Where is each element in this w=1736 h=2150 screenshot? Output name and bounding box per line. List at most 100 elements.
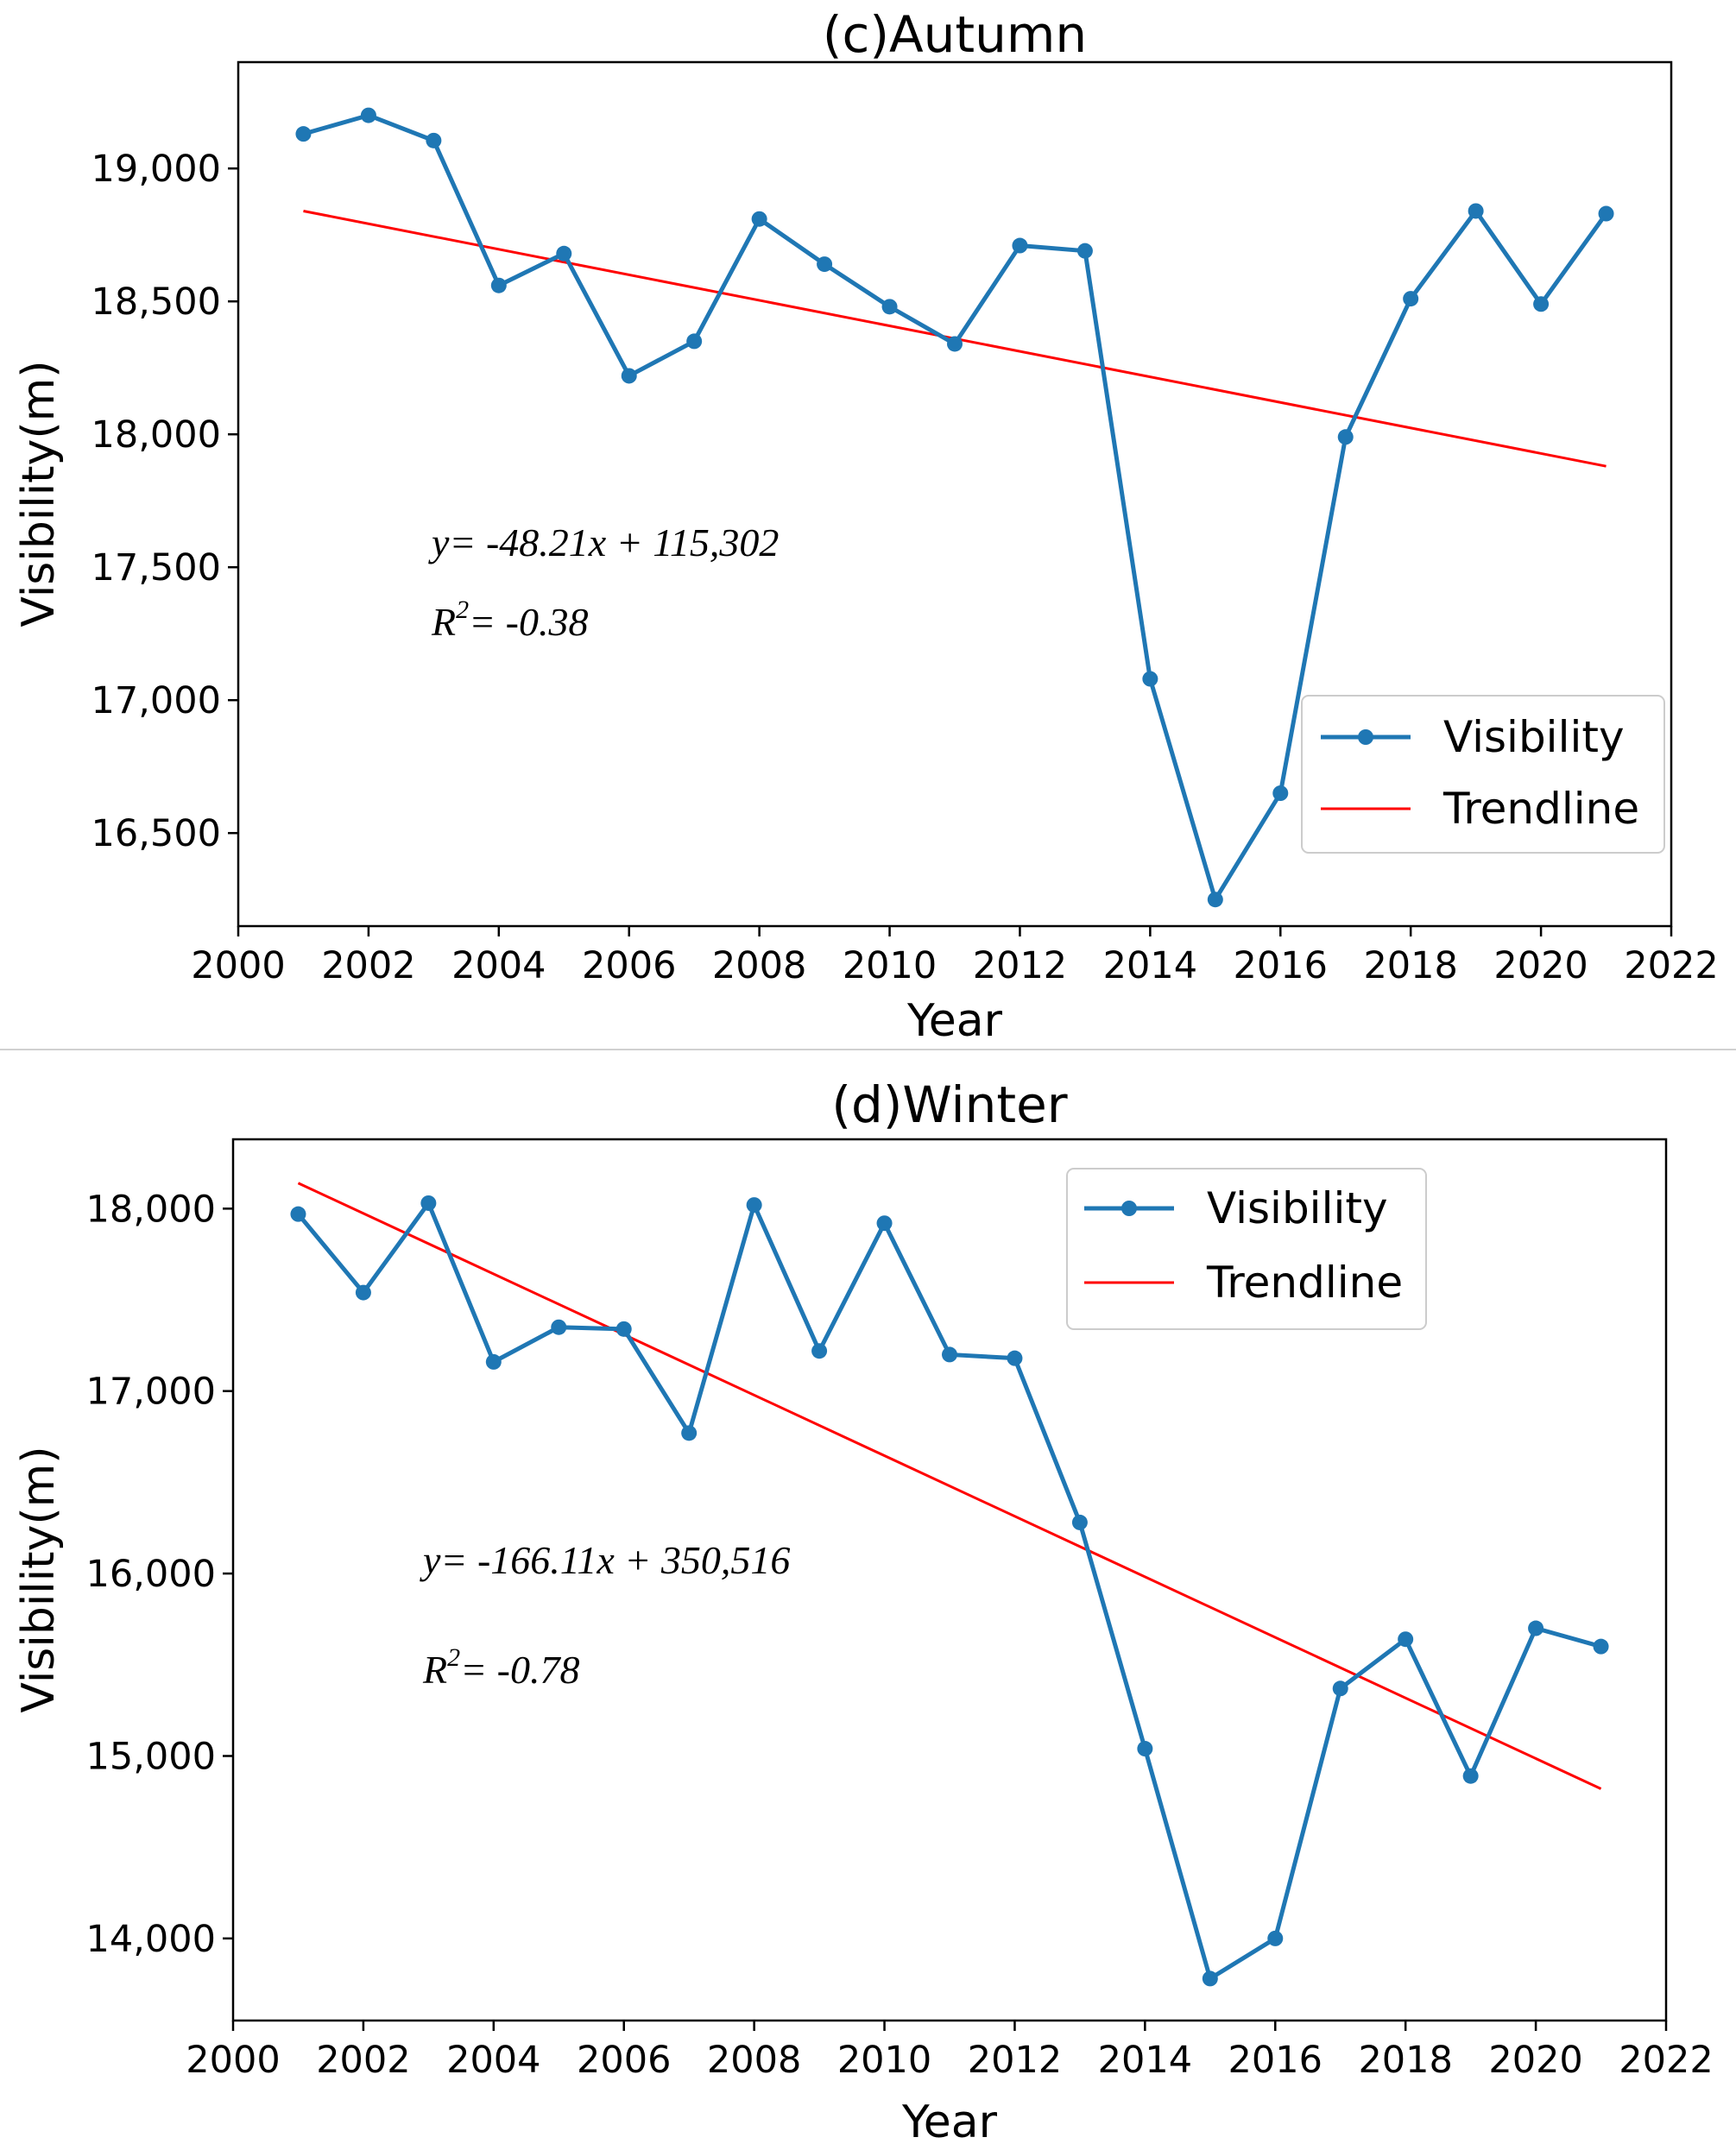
legend-visibility-label: Visibility: [1207, 1183, 1388, 1233]
trend-equation: y= -48.21x + 115,302: [428, 520, 779, 564]
winter-chart-panel: (d)Winter 2000 2002 2004 2006 2008 2010 2012 20…: [13, 1075, 1714, 2148]
y-axis-label: Visibility(m): [13, 1446, 65, 1712]
visibility-data-point: [1598, 205, 1614, 222]
visibility-data-point: [1593, 1638, 1609, 1655]
visibility-data-point: [686, 333, 703, 350]
x-tick-label: 2002: [316, 2039, 410, 2082]
visibility-data-point: [420, 1195, 437, 1211]
visibility-data-point: [1071, 1514, 1088, 1530]
trend-equation: y= -166.11x + 350,516: [420, 1538, 790, 1582]
visibility-data-point: [355, 1284, 371, 1301]
autumn-chart-panel: (c)Autumn 2000 2002 2004 2006 2008 2010 2012 20…: [13, 5, 1719, 1047]
x-tick-label: 2014: [1098, 2039, 1192, 2082]
visibility-data-point: [490, 277, 507, 293]
y-tick-label: 16,500: [92, 812, 221, 855]
y-tick-label: 17,500: [92, 546, 221, 590]
visibility-data-point: [1337, 429, 1354, 445]
visibility-data-point: [360, 107, 376, 123]
chart-legend: Visibility Trendline: [1066, 1168, 1427, 1330]
visibility-data-point: [1007, 1350, 1023, 1366]
visibility-data-point: [290, 1206, 306, 1222]
visibility-data-point: [881, 299, 898, 315]
y-tick-label: 17,000: [86, 1371, 216, 1414]
x-tick-label: 2006: [582, 944, 676, 987]
x-tick-label: 2018: [1363, 944, 1457, 987]
visibility-data-point: [1272, 785, 1289, 801]
x-tick-label: 2016: [1234, 944, 1328, 987]
x-tick-label: 2008: [712, 944, 806, 987]
x-tick-label: 2010: [843, 944, 937, 987]
visibility-data-point: [1332, 1680, 1348, 1697]
visibility-data-point: [947, 336, 963, 352]
visibility-data-point: [1202, 1970, 1218, 1987]
legend-trendline-label: Trendline: [1442, 784, 1639, 834]
x-tick-label: 2006: [577, 2039, 671, 2082]
x-tick-label: 2008: [707, 2039, 801, 2082]
x-tick-label: 2012: [973, 944, 1067, 987]
visibility-data-point: [556, 245, 572, 262]
visibility-data-point: [817, 256, 833, 273]
visibility-data-point: [876, 1215, 893, 1232]
visibility-data-point: [615, 1321, 632, 1337]
y-tick-label: 14,000: [86, 1918, 216, 1961]
r-squared-annotation: R2= -0.78: [422, 1643, 579, 1692]
y-tick-label: 18,000: [86, 1188, 216, 1231]
x-tick-label: 2022: [1619, 2039, 1713, 2082]
visibility-data-point: [1267, 1930, 1284, 1946]
y-tick-label: 16,000: [86, 1553, 216, 1596]
r-squared-annotation: R2= -0.38: [431, 596, 588, 644]
x-tick-label: 2000: [186, 2039, 280, 2082]
plot-frame: [231, 1138, 1668, 2022]
x-tick-label: 2018: [1358, 2039, 1452, 2082]
legend-visibility-marker: [1358, 729, 1373, 745]
visibility-data-point: [1398, 1631, 1414, 1648]
visibility-data-point: [1528, 1620, 1544, 1636]
x-tick-label: 2012: [968, 2039, 1062, 2082]
x-tick-label: 2020: [1493, 944, 1588, 987]
y-tick-label: 19,000: [92, 148, 221, 191]
visibility-data-point: [551, 1319, 567, 1335]
visibility-data-point: [1468, 203, 1484, 219]
legend-visibility-marker: [1121, 1201, 1137, 1216]
visibility-data-point: [1012, 237, 1028, 254]
visibility-data-point: [426, 132, 442, 148]
y-tick-label: 17,000: [92, 679, 221, 722]
visibility-data-point: [1207, 892, 1223, 908]
chart-title: (c)Autumn: [823, 5, 1087, 64]
x-axis-label: Year: [906, 995, 1003, 1047]
visibility-data-point: [621, 368, 637, 384]
visibility-data-point: [751, 211, 767, 227]
visibility-data-point: [1137, 1741, 1153, 1757]
visibility-data-point: [485, 1353, 502, 1370]
chart-legend: Visibility Trendline: [1301, 695, 1665, 854]
legend-visibility-label: Visibility: [1443, 712, 1625, 762]
x-tick-label: 2004: [446, 2039, 540, 2082]
x-axis-label: Year: [901, 2096, 998, 2148]
visibility-data-point: [681, 1425, 698, 1441]
visibility-data-point: [1462, 1768, 1479, 1784]
x-tick-label: 2004: [451, 944, 546, 987]
x-tick-label: 2020: [1488, 2039, 1582, 2082]
x-tick-label: 2010: [837, 2039, 931, 2082]
trendline: [297, 1182, 1602, 1790]
y-tick-label: 15,000: [86, 1735, 216, 1778]
x-tick-label: 2022: [1624, 944, 1718, 987]
y-tick-label: 18,500: [92, 281, 221, 324]
visibility-data-point: [746, 1197, 762, 1214]
y-axis-label: Visibility(m): [13, 360, 65, 627]
visibility-data-point: [942, 1346, 957, 1363]
visibility-data-point: [811, 1343, 828, 1359]
visibility-data-point: [1403, 291, 1419, 307]
x-tick-label: 2002: [321, 944, 415, 987]
visibility-data-point: [1533, 296, 1550, 312]
y-tick-label: 18,000: [92, 413, 221, 457]
x-tick-label: 2014: [1103, 944, 1197, 987]
x-tick-label: 2016: [1228, 2039, 1323, 2082]
legend-trendline-label: Trendline: [1206, 1258, 1403, 1308]
x-tick-label: 2000: [191, 944, 285, 987]
visibility-data-point: [295, 126, 312, 142]
visibility-data-point: [1076, 243, 1093, 259]
plot-frame: [237, 60, 1673, 928]
chart-title: (d)Winter: [831, 1075, 1067, 1134]
